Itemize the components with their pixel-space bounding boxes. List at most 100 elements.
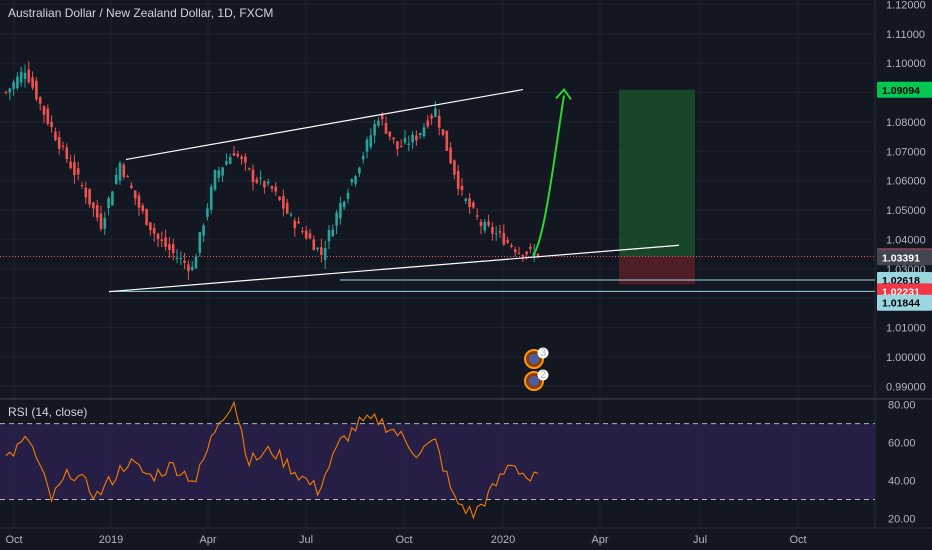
candle-body	[221, 167, 224, 176]
candle-body	[244, 156, 247, 163]
candle-body	[114, 174, 118, 184]
candle-body	[69, 161, 72, 169]
y-tick-label: 1.06000	[886, 176, 926, 188]
rsi-tick-label: 80.00	[888, 400, 916, 412]
candle-body	[396, 141, 399, 150]
candle-body	[456, 171, 460, 190]
candle-body	[403, 138, 407, 143]
candle-body	[57, 137, 61, 149]
candle-body	[213, 170, 217, 190]
price-tag	[877, 81, 932, 98]
candle-body	[99, 213, 103, 230]
candle-body	[263, 181, 266, 188]
candle-body	[483, 221, 487, 231]
candle-body	[407, 143, 411, 145]
candle-body	[107, 198, 110, 209]
candle-body	[358, 167, 361, 174]
candle-body	[133, 190, 137, 199]
event-count-badge	[537, 347, 549, 359]
candle-body	[194, 256, 198, 269]
candle-body	[449, 147, 452, 164]
y-tick-label: 1.08000	[886, 117, 926, 129]
candle-body	[521, 255, 525, 257]
candle-body	[111, 191, 114, 206]
candle-body	[388, 131, 392, 137]
candle-body	[202, 225, 205, 236]
candle-body	[529, 246, 532, 249]
candle-body	[225, 161, 228, 165]
candle-body	[418, 133, 422, 136]
candle-body	[84, 187, 88, 198]
candle-body	[149, 222, 152, 231]
candle-body	[126, 176, 129, 178]
candle-body	[282, 196, 285, 209]
y-tick-label: 0.99000	[886, 381, 926, 393]
candle-body	[266, 181, 270, 184]
candle-body	[168, 244, 171, 250]
rsi-title: RSI (14, close)	[8, 405, 88, 419]
candle-body	[122, 164, 126, 177]
candle-body	[19, 71, 23, 83]
candle-body	[320, 247, 323, 255]
event-count-label: 3	[540, 347, 546, 359]
candle-body	[31, 77, 34, 88]
projection-arrow[interactable]	[532, 95, 565, 257]
rsi-tick-label: 20.00	[888, 514, 916, 526]
candle-body	[369, 135, 373, 148]
candle-body	[35, 80, 38, 100]
candle-body	[54, 131, 57, 141]
candle-body	[327, 230, 331, 242]
candle-body	[73, 162, 76, 176]
candle-body	[240, 156, 243, 160]
candle-body	[255, 179, 259, 183]
candle-body	[384, 123, 388, 134]
candle-body	[217, 170, 221, 178]
candle-body	[460, 185, 464, 191]
y-tick-label: 1.07000	[886, 146, 926, 158]
x-tick-label: 2019	[99, 534, 123, 546]
candle-body	[80, 185, 84, 187]
candle-body	[23, 72, 27, 80]
candle-body	[453, 160, 456, 175]
candle-body	[156, 233, 160, 240]
candle-body	[278, 196, 281, 200]
y-tick-label: 1.10000	[886, 58, 926, 70]
candle-body	[118, 163, 122, 181]
candle-body	[190, 266, 194, 270]
upper-channel-line[interactable]	[125, 88, 524, 161]
candle-body	[145, 209, 148, 225]
candle-body	[42, 106, 46, 115]
price-tag-label: 1.09094	[882, 85, 920, 97]
y-tick-label: 1.00000	[886, 352, 926, 364]
candle-body	[27, 69, 31, 83]
x-tick-label: Jul	[693, 534, 707, 546]
target-zone[interactable]	[619, 89, 695, 257]
price-tag	[877, 249, 932, 266]
candle-body	[331, 229, 335, 237]
candle-body	[430, 115, 433, 119]
y-tick-label: 1.01000	[886, 323, 926, 335]
candle-body	[285, 202, 289, 214]
candle-body	[247, 168, 251, 170]
candle-body	[415, 135, 418, 141]
candle-body	[16, 76, 19, 89]
candle-body	[236, 153, 240, 157]
lower-channel-line[interactable]	[108, 244, 680, 293]
candle-body	[312, 239, 316, 251]
candle-body	[513, 249, 517, 253]
candle-body	[308, 233, 312, 239]
candle-body	[171, 244, 175, 253]
candle-body	[46, 108, 50, 124]
y-tick-label: 1.11000	[886, 29, 925, 41]
candle-body	[198, 232, 202, 253]
candle-body	[392, 137, 395, 140]
candle-body	[152, 227, 156, 234]
candle-body	[164, 237, 167, 247]
candle-body	[316, 247, 319, 249]
candle-body	[61, 145, 65, 147]
candle-body	[12, 82, 15, 89]
candle-body	[8, 88, 12, 93]
candle-body	[160, 239, 164, 242]
candle-body	[422, 127, 426, 137]
